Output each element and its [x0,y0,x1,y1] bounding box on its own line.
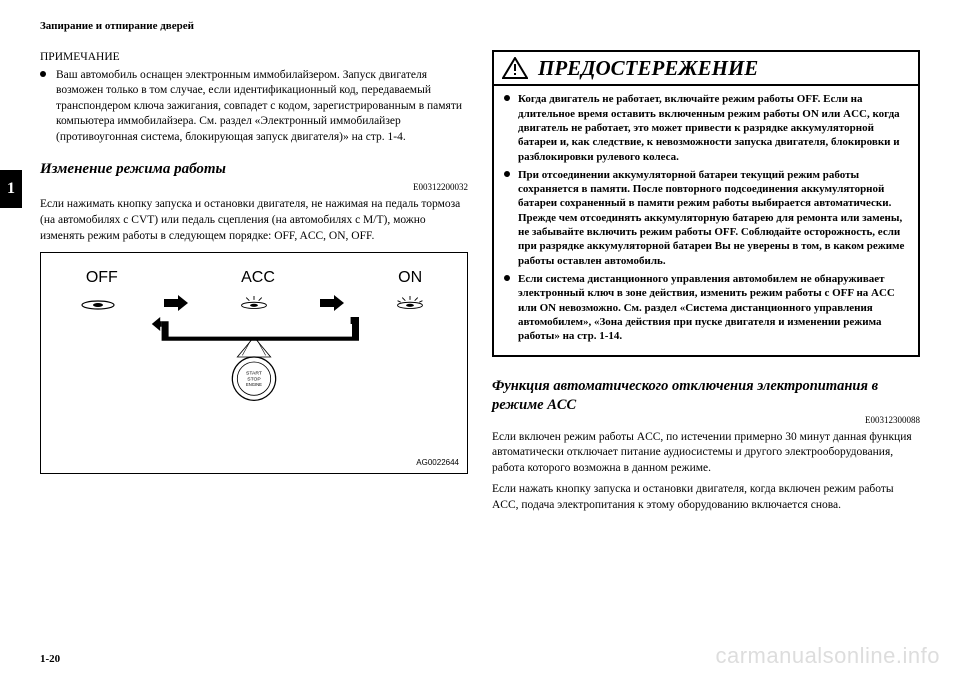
note-text: Ваш автомобиль оснащен электронным иммоб… [56,69,462,143]
bullet-icon [504,275,510,281]
engine-start-button-icon: START STOP ENGINE [229,337,279,409]
warning-text: При отсоединении аккумуляторной батареи … [518,169,904,267]
warning-title: ПРЕДОСТЕРЕЖЕНИЕ [538,54,758,82]
warning-text: Если система дистанционного управления а… [518,273,895,342]
left-column: ПРИМЕЧАНИЕ Ваш автомобиль оснащен электр… [40,50,468,519]
bullet-icon [504,171,510,177]
note-body: Ваш автомобиль оснащен электронным иммоб… [40,68,468,146]
bullet-icon [40,71,46,77]
figure-code: AG0022644 [416,458,459,469]
watermark: carmanualsonline.info [715,643,940,669]
mode-figure: OFF ACC ON [40,252,468,474]
warning-item: Если система дистанционного управления а… [504,272,908,343]
mode-on-label: ON [398,267,422,289]
warning-item: Когда двигатель не работает, включайте р… [504,92,908,163]
subsection-paragraph: Если нажать кнопку запуска и остановки д… [492,482,920,513]
page-header: Запирание и отпирание дверей [40,20,920,32]
subsection-title: Функция автоматического отключения элект… [492,377,920,413]
section-paragraph: Если нажимать кнопку запуска и остановки… [40,197,468,244]
subsection-paragraph: Если включен режим работы ACC, по истече… [492,430,920,477]
page-number: 1-20 [40,653,60,665]
arrow-right-icon [164,295,188,311]
bullet-icon [504,95,510,101]
section-title: Изменение режима работы [40,159,468,179]
subsection-code: E00312300088 [492,414,920,426]
warning-triangle-icon [502,57,528,79]
indicator-acc-icon [234,296,274,310]
mode-off-label: OFF [86,267,118,289]
return-arrow-icon [55,317,453,345]
mode-acc-label: ACC [241,267,275,289]
warning-item: При отсоединении аккумуляторной батареи … [504,168,908,268]
arrow-right-icon [320,295,344,311]
right-column: ПРЕДОСТЕРЕЖЕНИЕ Когда двигатель не работ… [492,50,920,519]
warning-box: ПРЕДОСТЕРЕЖЕНИЕ Когда двигатель не работ… [492,50,920,357]
indicator-off-icon [78,296,118,310]
note-label: ПРИМЕЧАНИЕ [40,50,468,66]
indicator-on-icon [390,296,430,310]
section-tab: 1 [0,170,22,208]
section-code: E00312200032 [40,181,468,193]
svg-text:ENGINE: ENGINE [246,382,262,387]
warning-text: Когда двигатель не работает, включайте р… [518,93,900,162]
